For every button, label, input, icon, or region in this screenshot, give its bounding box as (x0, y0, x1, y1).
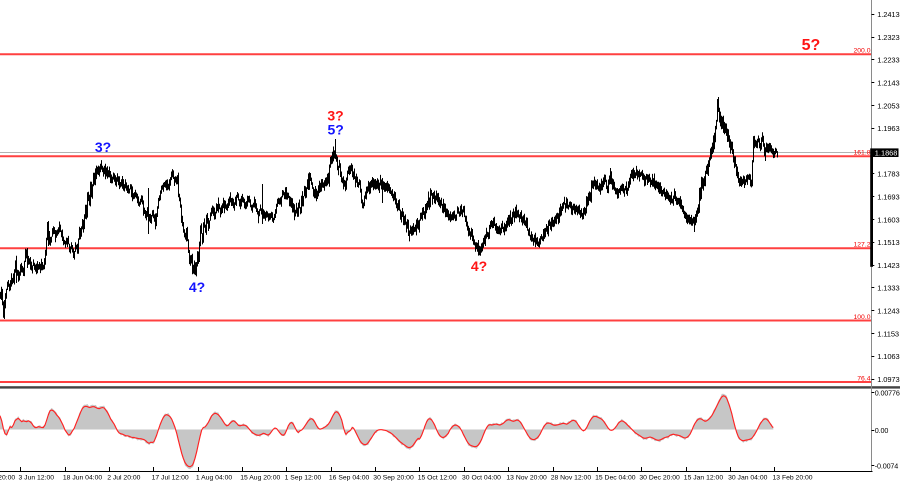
svg-text:1.2143: 1.2143 (877, 79, 899, 88)
svg-text:1.1693: 1.1693 (877, 193, 899, 202)
svg-text:200.0: 200.0 (853, 48, 870, 55)
svg-text:3?: 3? (327, 107, 343, 123)
svg-text:1.1153: 1.1153 (877, 329, 899, 338)
svg-text:-0.0074: -0.0074 (875, 462, 898, 471)
svg-text:15 Aug 20:00: 15 Aug 20:00 (240, 475, 280, 482)
svg-text:28 Nov 12:00: 28 Nov 12:00 (551, 475, 592, 482)
svg-text:1.1513: 1.1513 (877, 238, 899, 247)
svg-text:3 Jun 12:00: 3 Jun 12:00 (19, 475, 55, 482)
svg-text:1.1423: 1.1423 (877, 261, 899, 270)
svg-text:1.2323: 1.2323 (877, 33, 899, 42)
svg-text:5?: 5? (802, 37, 821, 54)
svg-text:15 Jan 12:00: 15 Jan 12:00 (684, 475, 724, 482)
svg-text:3?: 3? (95, 139, 111, 155)
svg-text:19 May 20:00: 19 May 20:00 (0, 475, 15, 482)
svg-text:1.1063: 1.1063 (877, 352, 899, 361)
svg-text:4?: 4? (189, 279, 205, 295)
svg-text:1.1243: 1.1243 (877, 307, 899, 316)
svg-text:18 Jun 04:00: 18 Jun 04:00 (63, 475, 103, 482)
svg-text:100.0: 100.0 (853, 314, 870, 321)
svg-text:161.8: 161.8 (853, 150, 870, 157)
svg-text:5?: 5? (328, 122, 344, 138)
svg-text:0.00: 0.00 (875, 426, 889, 435)
svg-text:17 Jul 12:00: 17 Jul 12:00 (152, 475, 189, 482)
svg-text:0.00776: 0.00776 (875, 388, 900, 397)
svg-text:1.1963: 1.1963 (877, 124, 899, 133)
svg-text:1.1783: 1.1783 (877, 170, 899, 179)
svg-text:1.1603: 1.1603 (877, 215, 899, 224)
svg-text:2 Jul 20:00: 2 Jul 20:00 (107, 475, 140, 482)
svg-text:1.0973: 1.0973 (877, 375, 899, 384)
svg-text:1.2413: 1.2413 (877, 10, 899, 19)
svg-text:16 Sep 04:00: 16 Sep 04:00 (329, 475, 370, 482)
svg-text:1.2053: 1.2053 (877, 101, 899, 110)
svg-text:1 Sep 12:00: 1 Sep 12:00 (285, 475, 322, 482)
svg-text:30 Sep 20:00: 30 Sep 20:00 (373, 475, 414, 482)
svg-text:15 Oct 12:00: 15 Oct 12:00 (418, 475, 457, 482)
svg-text:15 Dec 04:00: 15 Dec 04:00 (595, 475, 636, 482)
svg-text:76.4: 76.4 (857, 375, 870, 382)
svg-text:1.2233: 1.2233 (877, 56, 899, 65)
svg-text:13 Feb 20:00: 13 Feb 20:00 (773, 475, 813, 482)
svg-text:30 Jan 04:00: 30 Jan 04:00 (728, 475, 768, 482)
svg-text:127.2: 127.2 (853, 242, 870, 249)
svg-text:13 Nov 20:00: 13 Nov 20:00 (506, 475, 547, 482)
svg-text:4?: 4? (471, 258, 487, 274)
svg-text:30 Oct 04:00: 30 Oct 04:00 (462, 475, 501, 482)
svg-text:1.1868: 1.1868 (875, 148, 898, 157)
svg-text:1.1333: 1.1333 (877, 284, 899, 293)
svg-text:1 Aug 04:00: 1 Aug 04:00 (196, 475, 233, 482)
svg-text:30 Dec 20:00: 30 Dec 20:00 (639, 475, 680, 482)
